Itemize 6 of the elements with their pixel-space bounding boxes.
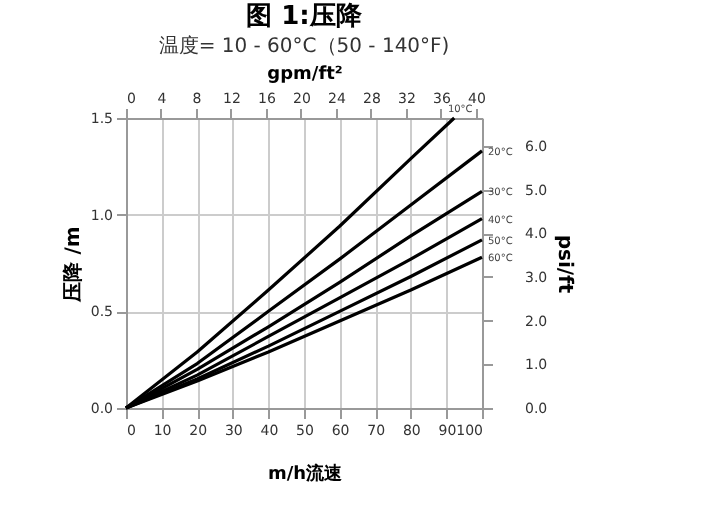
x-axis-title: m/h流速 xyxy=(267,463,345,485)
chart-title: 图 1:压降 xyxy=(246,2,364,32)
x2-axis-title: gpm/ft² xyxy=(267,65,343,85)
y-axis-title: 压降 /m xyxy=(60,226,85,304)
y2-axis-title: psi/ft xyxy=(553,234,576,294)
chart-subtitle: 温度= 10 - 60°C（50 - 140°F) xyxy=(158,34,450,58)
